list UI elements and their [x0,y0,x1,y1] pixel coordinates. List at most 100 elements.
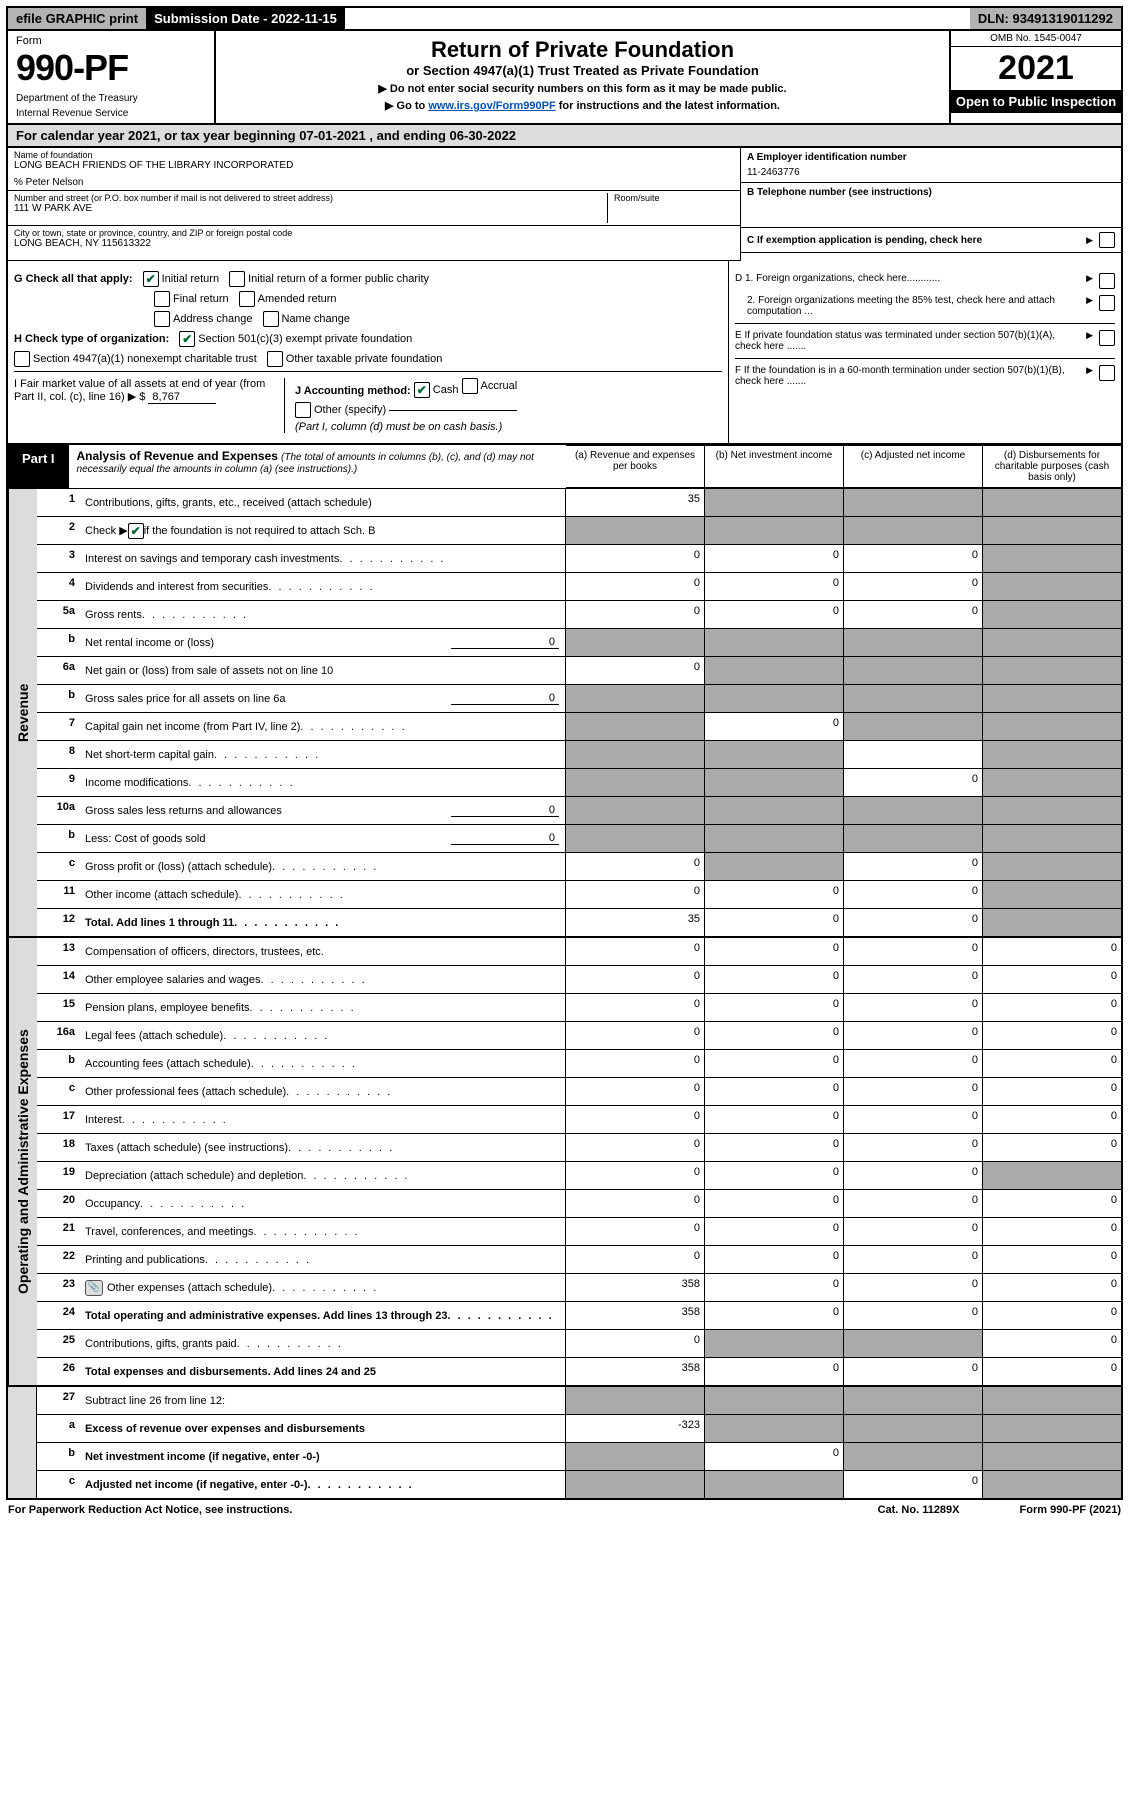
d1-checkbox[interactable] [1099,273,1115,289]
table-cell [704,685,843,712]
row-desc: Pension plans, employee benefits [79,994,565,1021]
table-cell: 0 [704,1078,843,1105]
row-desc: Total expenses and disbursements. Add li… [79,1358,565,1385]
other-specify-field[interactable] [389,410,517,411]
table-cell: 0 [704,545,843,572]
initial-return-checkbox[interactable] [143,271,159,287]
table-cell: 0 [565,938,704,965]
form-label: Form [16,35,206,47]
ein-value: 11-2463776 [747,167,1115,178]
tax-year: 2021 [951,47,1121,90]
arrow-icon [1086,235,1093,246]
cash-checkbox[interactable] [414,382,430,398]
table-cell: 0 [843,853,982,880]
attachment-icon[interactable]: 📎 [85,1280,103,1296]
goto-note: ▶ Go to www.irs.gov/Form990PF for instru… [226,99,939,112]
row-number: b [37,685,79,712]
row-number: b [37,1050,79,1077]
row-number: 25 [37,1330,79,1357]
address-change-checkbox[interactable] [154,311,170,327]
row-number: 24 [37,1302,79,1329]
row-number: 21 [37,1218,79,1245]
form990pf-link[interactable]: www.irs.gov/Form990PF [428,100,555,112]
table-cell: 0 [704,1190,843,1217]
table-row: 2 Check ▶ if the foundation is not requi… [37,517,1121,545]
e-checkbox[interactable] [1099,330,1115,346]
table-cell [982,853,1121,880]
table-row: 16a Legal fees (attach schedule) 0 0 0 0 [37,1022,1121,1050]
d2-checkbox[interactable] [1099,295,1115,311]
table-cell: 0 [982,1190,1121,1217]
table-cell: 0 [982,1078,1121,1105]
table-cell [565,1471,704,1498]
row-desc: Taxes (attach schedule) (see instruction… [79,1134,565,1161]
table-cell [843,629,982,656]
table-cell: 0 [565,601,704,628]
form-header: Form 990-PF Department of the Treasury I… [6,31,1123,125]
table-cell [565,741,704,768]
table-cell: 0 [565,881,704,908]
table-row: 4 Dividends and interest from securities… [37,573,1121,601]
part1-header: Part I Analysis of Revenue and Expenses … [6,445,1123,489]
table-row: 6a Net gain or (loss) from sale of asset… [37,657,1121,685]
row-number: 27 [37,1387,79,1414]
accrual-checkbox[interactable] [462,378,478,394]
row-desc: Other professional fees (attach schedule… [79,1078,565,1105]
h-label: H Check type of organization: [14,333,169,345]
table-row: 9 Income modifications 0 [37,769,1121,797]
table-cell: 0 [704,1302,843,1329]
table-cell [565,629,704,656]
amended-return-checkbox[interactable] [239,291,255,307]
row-desc: Interest [79,1106,565,1133]
initial-former-checkbox[interactable] [229,271,245,287]
row-number: a [37,1415,79,1442]
table-cell [704,517,843,544]
cat-number: Cat. No. 11289X [878,1504,960,1516]
arrow-icon [1086,365,1093,376]
501c3-checkbox[interactable] [179,331,195,347]
row-desc: Contributions, gifts, grants paid [79,1330,565,1357]
f-label: F If the foundation is in a 60-month ter… [735,365,1080,387]
pending-checkbox[interactable] [1099,232,1115,248]
table-cell [843,1387,982,1414]
form-ref: Form 990-PF (2021) [1020,1504,1121,1516]
name-change-checkbox[interactable] [263,311,279,327]
table-cell [982,1443,1121,1470]
expenses-table: Operating and Administrative Expenses 13… [6,938,1123,1387]
row-number: 2 [37,517,79,544]
e-label: E If private foundation status was termi… [735,330,1080,352]
table-row: c Adjusted net income (if negative, ente… [37,1471,1121,1498]
schb-checkbox[interactable] [128,523,144,539]
table-cell: 0 [843,938,982,965]
other-taxable-checkbox[interactable] [267,351,283,367]
table-row: c Gross profit or (loss) (attach schedul… [37,853,1121,881]
table-cell: 0 [982,1022,1121,1049]
table-row: 5a Gross rents 0 0 0 [37,601,1121,629]
table-row: b Gross sales price for all assets on li… [37,685,1121,713]
final-return-checkbox[interactable] [154,291,170,307]
table-cell [843,1415,982,1442]
omb-number: OMB No. 1545-0047 [951,31,1121,47]
table-cell: 0 [565,1218,704,1245]
table-cell: 0 [565,994,704,1021]
row-number: 23 [37,1274,79,1301]
table-cell: 0 [843,601,982,628]
row-number: 14 [37,966,79,993]
table-cell: 0 [565,1330,704,1357]
table-cell: 0 [704,1218,843,1245]
other-method-checkbox[interactable] [295,402,311,418]
table-cell: 0 [982,1218,1121,1245]
calendar-year-row: For calendar year 2021, or tax year begi… [6,125,1123,148]
table-row: 26 Total expenses and disbursements. Add… [37,1358,1121,1385]
efile-label[interactable]: efile GRAPHIC print [8,8,146,29]
f-checkbox[interactable] [1099,365,1115,381]
g-label: G Check all that apply: [14,273,133,285]
row-desc: Other income (attach schedule) [79,881,565,908]
table-cell [704,489,843,516]
col-d-header: (d) Disbursements for charitable purpose… [983,445,1121,488]
street-address: 111 W PARK AVE [14,203,601,214]
row-desc: Income modifications [79,769,565,796]
check-section: G Check all that apply: Initial return I… [6,261,1123,445]
table-row: 8 Net short-term capital gain [37,741,1121,769]
4947-checkbox[interactable] [14,351,30,367]
